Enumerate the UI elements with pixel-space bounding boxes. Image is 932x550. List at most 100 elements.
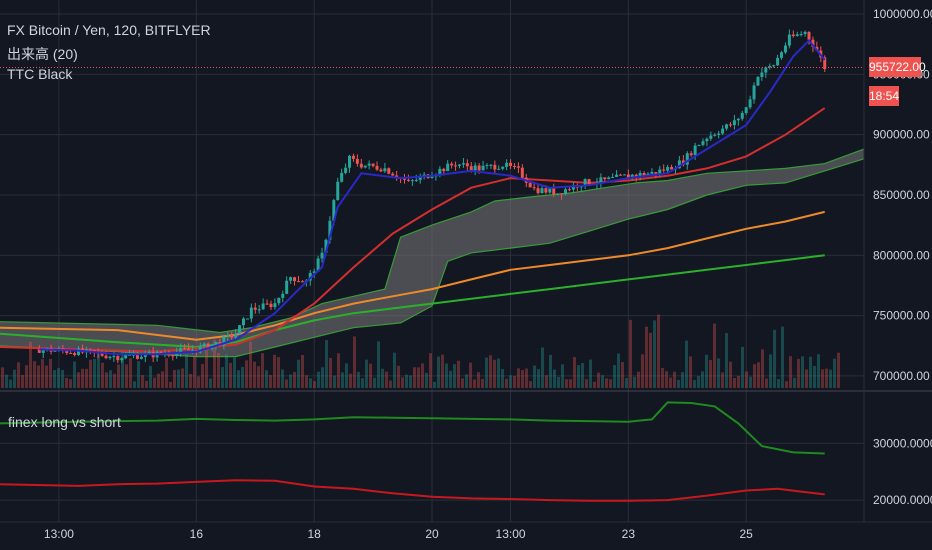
candle-body xyxy=(269,303,273,308)
volume-bar xyxy=(513,375,516,388)
volume-bar xyxy=(713,323,716,388)
candle-body xyxy=(638,172,642,177)
candle-body xyxy=(658,169,662,174)
volume-bar xyxy=(429,353,432,388)
candle-body xyxy=(202,343,206,347)
candle-body xyxy=(206,343,210,349)
candle-body xyxy=(728,124,732,126)
candle-body xyxy=(532,187,536,189)
candle-body xyxy=(634,174,638,177)
candle-body xyxy=(744,107,748,114)
volume-bar xyxy=(777,379,780,388)
time-tick-label: 25 xyxy=(740,527,754,541)
volume-bar xyxy=(833,358,836,388)
candle-body xyxy=(73,353,77,355)
volume-bar xyxy=(385,371,388,388)
candle-body xyxy=(622,174,626,176)
volume-bar xyxy=(29,341,32,388)
volume-bar xyxy=(257,366,260,388)
candle-body xyxy=(630,174,634,178)
volume-bar xyxy=(261,353,264,388)
volume-bar xyxy=(541,347,544,388)
volume-bar xyxy=(313,381,316,388)
volume-bar xyxy=(85,368,88,388)
candle-body xyxy=(748,99,752,108)
candle-body xyxy=(685,153,689,165)
volume-bar xyxy=(569,379,572,388)
candle-body xyxy=(198,346,202,353)
candle-body xyxy=(245,318,249,320)
legend-volume[interactable]: 出来高 (20) xyxy=(7,46,78,62)
volume-bar xyxy=(461,378,464,388)
legend-indicator[interactable]: TTC Black xyxy=(7,66,73,82)
candle-body xyxy=(53,350,57,352)
volume-bar xyxy=(837,352,840,388)
volume-bar xyxy=(233,357,236,388)
volume-bar xyxy=(673,371,676,388)
candle-body xyxy=(273,303,277,308)
candle-body xyxy=(222,336,226,346)
volume-bar xyxy=(537,369,540,388)
volume-bar xyxy=(81,368,84,388)
volume-bar xyxy=(473,379,476,388)
candle-body xyxy=(293,277,297,282)
volume-bar xyxy=(689,356,692,388)
volume-bar xyxy=(5,374,8,388)
volume-bar xyxy=(17,362,20,388)
volume-bar xyxy=(97,354,100,388)
volume-bar xyxy=(557,376,560,388)
volume-bar xyxy=(273,354,276,388)
candle-body xyxy=(132,354,136,356)
volume-bar xyxy=(201,363,204,388)
candle-body xyxy=(383,168,387,172)
candle-body xyxy=(238,325,242,335)
price-candles xyxy=(37,29,827,364)
volume-bar xyxy=(709,359,712,388)
candle-body xyxy=(41,349,45,353)
volume-bar xyxy=(737,375,740,388)
volume-bar xyxy=(769,354,772,388)
cloud-lower-line xyxy=(0,158,865,358)
candle-body xyxy=(752,85,756,100)
volume-bar xyxy=(113,373,116,388)
time-axis[interactable]: 13:00 16 18 20 13:00 23 25 xyxy=(44,527,753,541)
volume-bar xyxy=(253,361,256,388)
volume-bar xyxy=(421,363,424,388)
volume-bar xyxy=(753,364,756,388)
candle-body xyxy=(88,349,92,351)
legend-symbol[interactable]: FX Bitcoin / Yen, 120, BITFLYER xyxy=(7,22,211,38)
volume-bar xyxy=(629,319,632,388)
volume-bar xyxy=(609,379,612,388)
volume-bar xyxy=(225,354,228,388)
volume-bar xyxy=(661,367,664,388)
candle-body xyxy=(65,350,69,354)
candle-body xyxy=(677,160,681,169)
volume-bar xyxy=(121,352,124,388)
volume-bar xyxy=(337,353,340,388)
volume-bar xyxy=(725,333,728,388)
indicator-axis[interactable]: 30000.0000 20000.0000 xyxy=(873,436,932,507)
volume-bar xyxy=(805,369,808,388)
volume-bar xyxy=(497,358,500,388)
candle-body xyxy=(560,193,564,195)
volume-bar xyxy=(105,372,108,388)
candle-body xyxy=(717,133,721,135)
candle-body xyxy=(473,165,477,171)
volume-bar xyxy=(457,360,460,388)
indicator-pane-title[interactable]: finex long vs short xyxy=(8,414,121,430)
volume-bar xyxy=(765,378,768,388)
volume-bar xyxy=(89,359,92,388)
candle-body xyxy=(414,179,418,181)
volume-bar xyxy=(169,381,172,388)
candle-body xyxy=(147,351,151,354)
candle-body xyxy=(438,168,442,175)
candle-body xyxy=(312,271,316,273)
volume-bar xyxy=(165,358,168,388)
volume-bar xyxy=(413,367,416,388)
candle-body xyxy=(619,174,623,176)
candle-body xyxy=(139,356,143,359)
volume-bar xyxy=(189,373,192,388)
volume-bar xyxy=(365,359,368,388)
volume-bar xyxy=(677,379,680,388)
